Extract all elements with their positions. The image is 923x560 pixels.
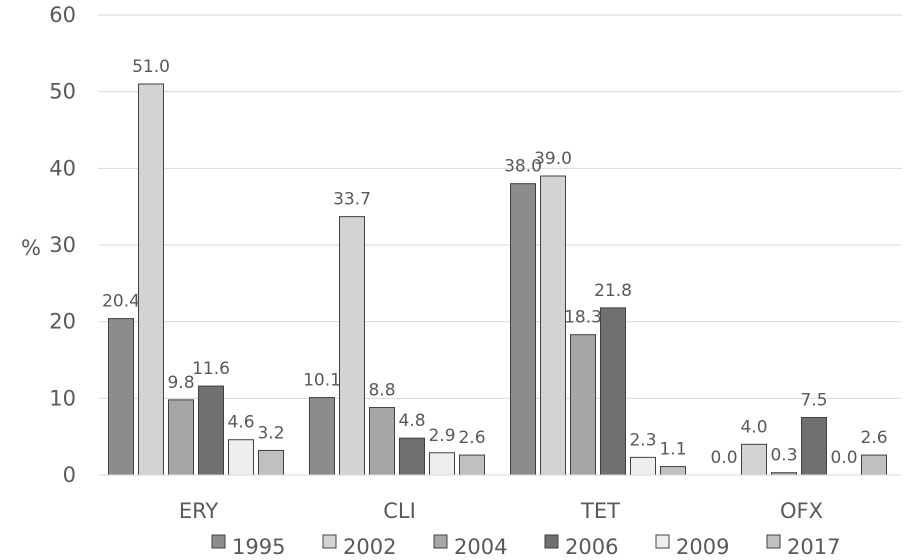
data-label-ery-2017: 3.2 bbox=[257, 423, 284, 443]
legend-label-2004: 2004 bbox=[454, 535, 507, 559]
data-label-ofx-2006: 7.5 bbox=[800, 391, 827, 411]
bar-tet-2004 bbox=[570, 334, 596, 476]
bar-tet-2006 bbox=[600, 307, 626, 476]
data-label-ery-1995: 20.4 bbox=[102, 292, 140, 312]
legend-label-2009: 2009 bbox=[676, 535, 729, 559]
data-label-ery-2009: 4.6 bbox=[227, 413, 254, 433]
bar-cli-2006 bbox=[399, 437, 425, 476]
gridlines bbox=[98, 14, 902, 399]
legend-swatch-2017 bbox=[766, 534, 781, 549]
data-label-cli-2006: 4.8 bbox=[398, 411, 425, 431]
bar-ofx-2017 bbox=[861, 454, 887, 476]
x-category-label: CLI bbox=[383, 499, 416, 523]
data-label-ery-2004: 9.8 bbox=[167, 373, 194, 393]
data-label-cli-1995: 10.1 bbox=[303, 371, 341, 391]
x-category-label: TET bbox=[580, 499, 620, 523]
data-label-tet-2006: 21.8 bbox=[594, 281, 632, 301]
data-label-tet-2004: 18.3 bbox=[564, 308, 602, 328]
bar-ery-2002 bbox=[138, 83, 164, 476]
bar-cli-2002 bbox=[339, 216, 365, 476]
x-category-label: ERY bbox=[179, 499, 219, 523]
legend-label-1995: 1995 bbox=[232, 535, 285, 559]
data-label-ery-2002: 51.0 bbox=[132, 57, 170, 77]
bar-ofx-2006 bbox=[801, 417, 827, 476]
bar-ofx-2002 bbox=[741, 443, 767, 476]
bar-cli-2004 bbox=[369, 407, 395, 476]
bar-ery-2009 bbox=[228, 439, 254, 476]
y-tick-label: 20 bbox=[49, 310, 76, 334]
y-tick-label: 40 bbox=[49, 156, 76, 180]
data-label-ofx-2004: 0.3 bbox=[770, 446, 797, 466]
data-labels: 20.451.09.811.64.63.210.133.78.84.82.9 2.… bbox=[102, 57, 887, 468]
bar-tet-2002 bbox=[540, 175, 566, 476]
data-label-ofx-2009: 0.0 bbox=[830, 448, 857, 468]
legend-swatch-2004 bbox=[433, 534, 448, 549]
legend-swatch-2009 bbox=[655, 534, 670, 549]
data-label-cli-2009: 2.9 bbox=[428, 426, 455, 446]
data-label-tet-2002: 39.0 bbox=[534, 149, 572, 169]
bar-cli-2009 bbox=[429, 452, 455, 476]
y-tick-label: 30 bbox=[49, 233, 76, 257]
bar-cli-2017 bbox=[459, 454, 485, 476]
x-category-label: OFX bbox=[780, 499, 823, 523]
legend-swatch-1995 bbox=[211, 534, 226, 549]
legend-label-2006: 2006 bbox=[565, 535, 618, 559]
y-axis-label: % bbox=[21, 236, 41, 260]
bar-ery-1995 bbox=[108, 318, 134, 476]
data-label-tet-2017: 1.1 bbox=[659, 440, 686, 460]
legend: 1995 2002 2004 2006 2009 2017 bbox=[211, 534, 840, 559]
bar-cli-1995 bbox=[309, 397, 335, 476]
y-axis-ticks: 0 10 20 30 40 50 60 bbox=[49, 3, 76, 487]
data-label-tet-2009: 2.3 bbox=[629, 430, 656, 450]
data-label-ofx-2002: 4.0 bbox=[740, 417, 767, 437]
data-label-ery-2006: 11.6 bbox=[192, 359, 230, 379]
legend-label-2002: 2002 bbox=[343, 535, 396, 559]
y-tick-label: 50 bbox=[49, 80, 76, 104]
legend-swatch-2002 bbox=[322, 534, 337, 549]
bars bbox=[108, 83, 887, 476]
legend-swatch-2006 bbox=[544, 534, 559, 549]
y-tick-label: 60 bbox=[49, 3, 76, 27]
x-axis-categories: ERY CLI TET OFX bbox=[179, 499, 823, 523]
data-label-tet-1995: 38.0 bbox=[504, 157, 542, 177]
y-tick-label: 10 bbox=[49, 386, 76, 410]
bar-ery-2004 bbox=[168, 399, 194, 476]
bar-tet-2009 bbox=[630, 456, 656, 476]
bar-tet-1995 bbox=[510, 183, 536, 476]
legend-label-2017: 2017 bbox=[787, 535, 840, 559]
bar-ery-2017 bbox=[258, 449, 284, 476]
data-label-cli-2002: 33.7 bbox=[333, 190, 371, 210]
bar-tet-2017 bbox=[660, 466, 686, 476]
y-tick-label: 0 bbox=[63, 463, 76, 487]
data-label-ofx-2017: 2.6 bbox=[860, 428, 887, 448]
data-label-cli-2017: 2.6 bbox=[458, 428, 485, 448]
data-label-ofx-1995: 0.0 bbox=[710, 448, 737, 468]
bar-ery-2006 bbox=[198, 385, 224, 476]
data-label-cli-2004: 8.8 bbox=[368, 381, 395, 401]
